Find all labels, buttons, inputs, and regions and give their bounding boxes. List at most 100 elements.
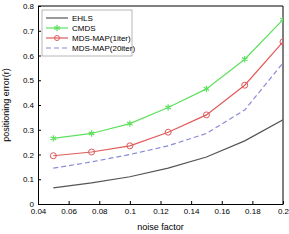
- y-tick-mark: [38, 105, 41, 106]
- marker: [50, 153, 56, 159]
- y-tick: 0.8: [23, 2, 41, 11]
- x-tick-label: 0.12: [153, 207, 169, 216]
- y-tick-mark: [38, 204, 41, 205]
- y-tick: 0.7: [23, 27, 41, 36]
- legend-line: [46, 37, 68, 38]
- x-tick-label: 0.06: [61, 207, 77, 216]
- x-tick-mark: [130, 201, 131, 204]
- plot: 0.040.060.080.10.120.140.160.180.200.10.…: [23, 2, 289, 216]
- y-tick: 0.3: [23, 126, 41, 135]
- marker: [165, 129, 171, 135]
- marker-group: [89, 130, 95, 136]
- marker: [242, 82, 248, 88]
- marker-group: [242, 56, 248, 62]
- legend-item: MDS-MAP(20iter): [46, 44, 135, 53]
- x-axis: 0.040.060.080.10.120.140.160.180.2: [31, 201, 289, 216]
- marker: [203, 112, 209, 118]
- y-tick-mark: [38, 56, 41, 57]
- series-line: [53, 63, 283, 168]
- legend-label: EHLS: [72, 14, 93, 23]
- x-tick-label: 0.14: [184, 207, 200, 216]
- x-tick: 0.12: [153, 201, 169, 216]
- marker-group: [165, 129, 171, 135]
- marker: [242, 56, 248, 62]
- marker-group: [280, 39, 283, 45]
- y-tick: 0.6: [23, 52, 41, 61]
- legend-marker: [55, 36, 60, 41]
- marker-group: [127, 120, 133, 126]
- y-tick: 0.4: [23, 101, 41, 110]
- y-tick-label: 0.1: [23, 175, 35, 184]
- x-tick-label: 0.18: [245, 207, 261, 216]
- x-axis-title: noise factor: [137, 222, 184, 232]
- y-tick-mark: [38, 155, 41, 156]
- x-tick: 0.06: [61, 201, 77, 216]
- marker-group: [127, 143, 133, 149]
- marker: [89, 130, 95, 136]
- y-tick-label: 0.3: [23, 126, 35, 135]
- marker-group: [165, 104, 171, 110]
- y-tick-label: 0.2: [23, 151, 35, 160]
- x-tick-mark: [69, 201, 70, 204]
- marker: [280, 16, 283, 22]
- series-line: [53, 20, 283, 139]
- legend: EHLSCMDSMDS-MAP(1iter)MDS-MAP(20iter): [42, 10, 135, 56]
- legend-marker-group: [54, 25, 60, 31]
- y-tick: 0.1: [23, 175, 41, 184]
- x-tick: 0.1: [125, 201, 137, 216]
- y-tick-mark: [38, 130, 41, 131]
- legend-line: [46, 17, 68, 18]
- series-group: [50, 16, 283, 187]
- y-tick-label: 0: [30, 200, 35, 209]
- x-tick-label: 0.2: [278, 207, 289, 216]
- x-axis-line: [39, 204, 284, 205]
- y-tick-mark: [38, 80, 41, 81]
- x-tick-mark: [252, 201, 253, 204]
- marker: [280, 39, 283, 45]
- y-tick: 0.5: [23, 76, 41, 85]
- legend-item: EHLS: [46, 14, 93, 23]
- x-tick-mark: [191, 201, 192, 204]
- legend-line: [46, 47, 68, 48]
- y-axis-title: positioning error(r): [1, 68, 11, 142]
- x-tick-mark: [161, 201, 162, 204]
- marker-group: [50, 153, 56, 159]
- marker: [51, 135, 57, 141]
- marker-group: [242, 82, 248, 88]
- y-tick-label: 0.4: [23, 101, 35, 110]
- x-tick: 0.16: [214, 201, 230, 216]
- y-tick-label: 0.6: [23, 52, 35, 61]
- x-tick-mark: [222, 201, 223, 204]
- legend-item: MDS-MAP(1iter): [46, 34, 131, 43]
- x-tick-mark: [99, 201, 100, 204]
- y-tick-label: 0.7: [23, 27, 35, 36]
- marker-group: [89, 149, 95, 155]
- x-tick-label: 0.08: [92, 207, 108, 216]
- x-tick: 0.08: [92, 201, 108, 216]
- marker-group: [51, 135, 57, 141]
- y-tick: 0: [30, 200, 41, 209]
- y-tick-mark: [38, 179, 41, 180]
- x-tick-label: 0.16: [214, 207, 230, 216]
- x-tick-label: 0.1: [125, 207, 137, 216]
- marker: [204, 86, 210, 92]
- legend-label: MDS-MAP(1iter): [72, 34, 131, 43]
- marker: [89, 149, 95, 155]
- marker: [127, 120, 133, 126]
- x-tick: 0.18: [245, 201, 261, 216]
- frame-top: [38, 6, 283, 7]
- marker-group: [204, 86, 210, 92]
- marker-group: [203, 112, 209, 118]
- y-tick-label: 0.5: [23, 76, 35, 85]
- y-axis: 0 0.1 0.2 0.3 0.4 0.5 0.6 0.7 0.8: [23, 2, 41, 209]
- series-line: [53, 42, 283, 156]
- frame-right: [283, 6, 284, 204]
- y-tick: 0.2: [23, 151, 41, 160]
- legend-marker-group: [55, 36, 60, 41]
- legend-label: MDS-MAP(20iter): [72, 44, 135, 53]
- legend-item: CMDS: [46, 24, 96, 33]
- chart: 0.040.060.080.10.120.140.160.180.200.10.…: [0, 0, 289, 234]
- x-tick: 0.14: [184, 201, 200, 216]
- y-tick-mark: [38, 31, 41, 32]
- y-tick-label: 0.8: [23, 2, 35, 11]
